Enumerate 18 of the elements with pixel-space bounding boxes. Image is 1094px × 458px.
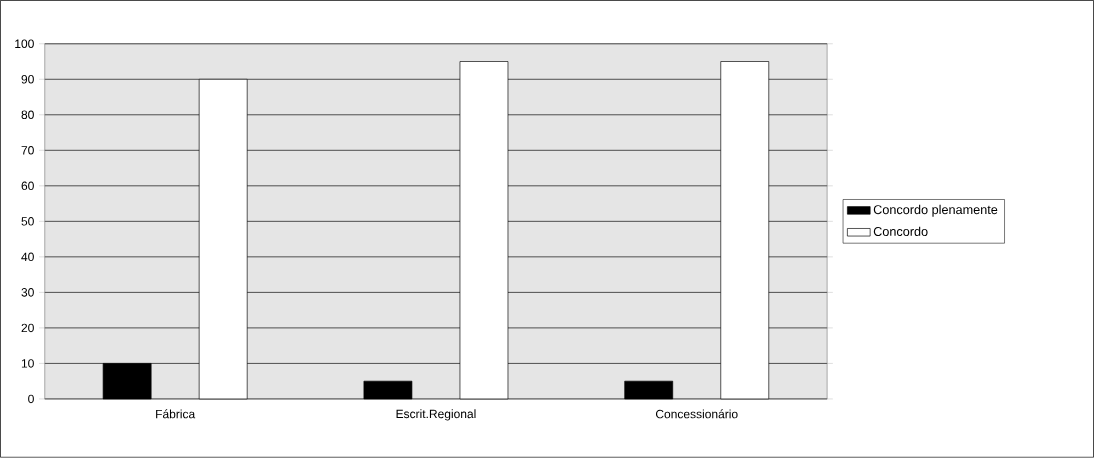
- y-tick-label: 70: [21, 146, 34, 155]
- y-tick-label: 90: [21, 75, 34, 84]
- y-tick-label: 10: [21, 359, 34, 368]
- legend-label: Concordo: [873, 226, 928, 237]
- y-tick-label: 0: [28, 394, 34, 404]
- y-tick-label: 60: [21, 181, 34, 191]
- y-tick-label: 80: [21, 110, 34, 120]
- bar: [624, 380, 674, 400]
- y-tick-label: 50: [21, 217, 34, 226]
- x-tick-label: Escrit.Regional: [396, 409, 476, 421]
- y-tick-label: 20: [21, 323, 34, 333]
- y-tick-label: 30: [21, 288, 34, 297]
- y-tick-label: 100: [15, 39, 34, 49]
- bar: [363, 380, 413, 400]
- legend-label: Concordo plenamente: [873, 204, 998, 217]
- x-tick-label: Fábrica: [156, 409, 196, 419]
- y-tick-label: 40: [21, 252, 34, 262]
- x-tick-label: Concessionário: [655, 409, 738, 419]
